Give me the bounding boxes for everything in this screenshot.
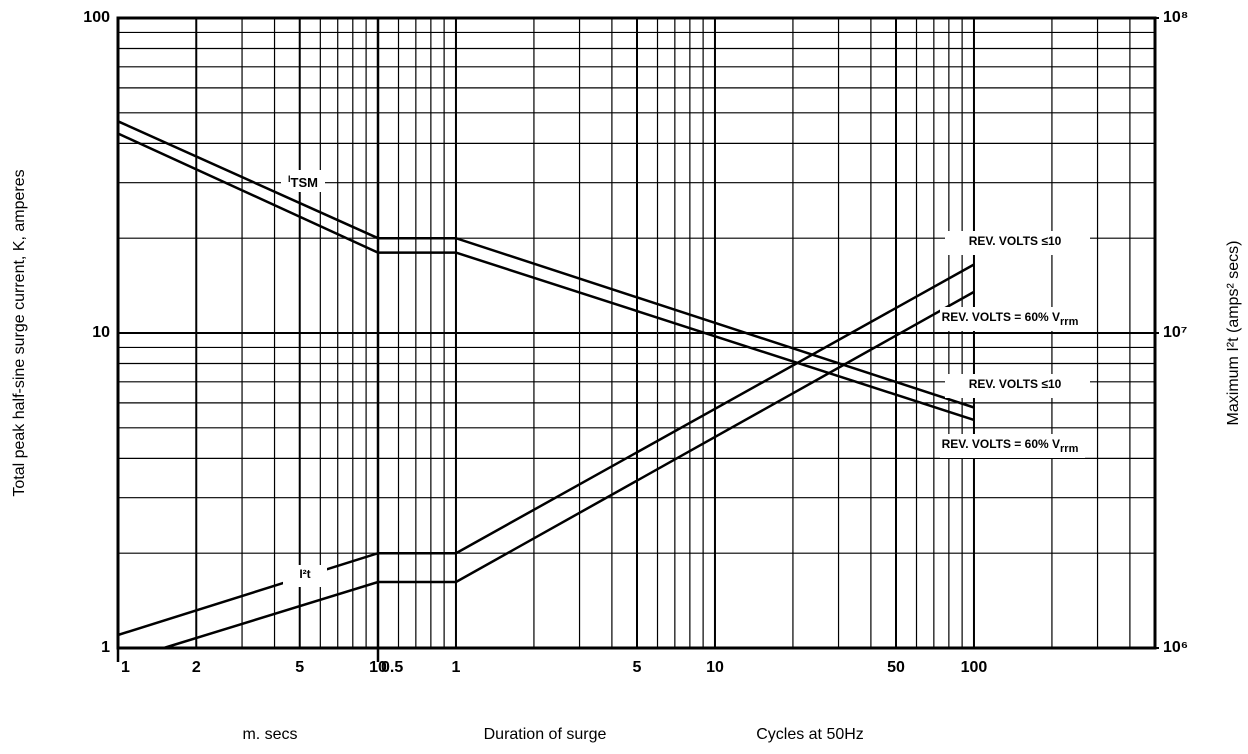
series-label: REV. VOLTS ≤10 — [969, 234, 1062, 248]
series-line — [117, 132, 975, 422]
annotation: I²t — [299, 567, 310, 581]
x-tick-label: 5 — [295, 659, 304, 676]
x-segment-label: m. secs — [242, 726, 297, 743]
x-axis-label: Duration of surge — [484, 726, 607, 743]
annotation-text: I²t — [299, 567, 310, 581]
x-tick-label: 50 — [887, 659, 905, 676]
x-tick-label: 1 — [452, 659, 461, 676]
series-label-sub: rrm — [1060, 443, 1079, 455]
x-tick-label: 5 — [633, 659, 642, 676]
annotation: ITSM — [288, 174, 318, 190]
series-label-text: REV. VOLTS = 60% V — [942, 437, 1060, 451]
y2-axis-label: Maximum I²t (amps² secs) — [1225, 241, 1242, 426]
y2-tick-label: 10⁶ — [1163, 639, 1188, 656]
series-line — [117, 120, 975, 409]
y-tick-label: 10 — [92, 324, 110, 341]
y2-tick-label: 10⁸ — [1163, 9, 1188, 26]
label-bg — [940, 434, 1085, 458]
plot-frame — [116, 16, 1157, 650]
series-label: REV. VOLTS = 60% Vrrm — [942, 437, 1079, 455]
series-line — [163, 290, 975, 650]
series-label: REV. VOLTS ≤10 — [969, 377, 1062, 391]
x-segment-label: Cycles at 50Hz — [756, 726, 864, 743]
x-tick-label: 2 — [192, 659, 201, 676]
x-tick-label: 0.5 — [381, 659, 403, 676]
label-bg — [945, 374, 1090, 398]
label-bg — [940, 307, 1085, 331]
y-tick-label: 100 — [83, 9, 110, 26]
annotation-sub: TSM — [291, 175, 318, 190]
x-tick-label: 10 — [369, 659, 387, 676]
x-tick-label: 1 — [121, 659, 130, 676]
series-label-text: REV. VOLTS = 60% V — [942, 310, 1060, 324]
y-tick-label: 1 — [101, 639, 110, 656]
series-label-text: REV. VOLTS ≤10 — [969, 377, 1062, 391]
series-label-text: REV. VOLTS ≤10 — [969, 234, 1062, 248]
annotation-bg — [283, 565, 327, 587]
series-label-sub: rrm — [1060, 316, 1079, 328]
x-tick-label: 100 — [961, 659, 988, 676]
annotation-text: I — [288, 174, 291, 184]
y2-tick-label: 10⁷ — [1163, 324, 1187, 341]
series-label: REV. VOLTS = 60% Vrrm — [942, 310, 1079, 328]
annotation-bg — [281, 170, 325, 192]
x-tick-label: 10 — [706, 659, 724, 676]
series-line — [117, 263, 975, 637]
label-bg — [945, 231, 1090, 255]
y-axis-label: Total peak half-sine surge current, K, a… — [11, 169, 28, 496]
